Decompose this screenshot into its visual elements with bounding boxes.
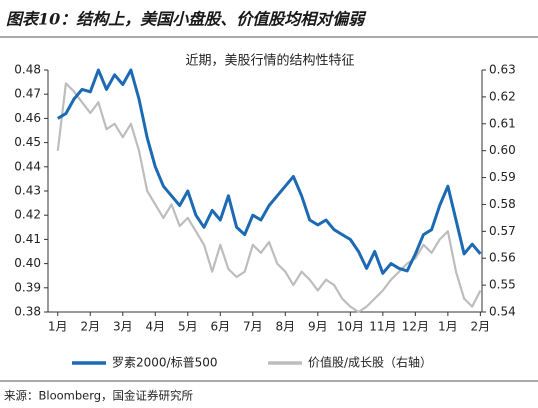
y2-tick-label: 0.63 xyxy=(489,63,516,77)
x-tick-label: 8月 xyxy=(275,320,295,334)
y2-tick-label: 0.62 xyxy=(489,89,516,103)
y2-tick-label: 0.55 xyxy=(489,278,516,292)
series-line xyxy=(56,82,482,314)
y2-tick-label: 0.56 xyxy=(489,251,516,265)
x-tick-label: 10月 xyxy=(337,320,364,334)
y-tick-label: 0.43 xyxy=(14,184,41,198)
y-tick-label: 0.48 xyxy=(14,63,41,77)
chart-title: 图表10：结构上，美国小盘股、价值股均相对偏弱 xyxy=(6,10,367,29)
x-tick-label: 5月 xyxy=(178,320,198,334)
y-tick-label: 0.44 xyxy=(14,159,41,173)
y2-tick-label: 0.59 xyxy=(489,170,516,184)
y2-tick-label: 0.58 xyxy=(489,197,516,211)
legend-label: 罗素2000/标普500 xyxy=(112,356,218,370)
x-tick-label: 6月 xyxy=(210,320,230,334)
y-tick-label: 0.42 xyxy=(14,208,41,222)
chart-subtitle: 近期，美股行情的结构性特征 xyxy=(185,53,354,69)
y-tick-label: 0.46 xyxy=(14,111,41,125)
y-tick-label: 0.47 xyxy=(14,87,41,101)
x-tick-label: 1月 xyxy=(48,320,68,334)
y2-tick-label: 0.57 xyxy=(489,224,516,238)
x-tick-label: 2月 xyxy=(80,320,100,334)
y-tick-label: 0.41 xyxy=(14,232,41,246)
y-tick-label: 0.45 xyxy=(14,135,41,149)
x-tick-label: 7月 xyxy=(243,320,263,334)
series-line xyxy=(57,68,482,275)
x-tick-label: 11月 xyxy=(369,320,396,334)
x-tick-label: 2月 xyxy=(471,320,491,334)
source: 来源：Bloomberg，国金证券研究所 xyxy=(4,389,194,403)
x-tick-label: 1月 xyxy=(438,320,458,334)
x-tick-label: 12月 xyxy=(402,320,429,334)
y2-tick-label: 0.61 xyxy=(489,116,516,130)
y-tick-label: 0.38 xyxy=(14,305,41,319)
y-tick-label: 0.39 xyxy=(14,280,41,294)
x-tick-label: 9月 xyxy=(308,320,328,334)
x-tick-label: 4月 xyxy=(145,320,165,334)
y-tick-label: 0.40 xyxy=(14,256,41,270)
x-tick-label: 3月 xyxy=(113,320,133,334)
y2-tick-label: 0.54 xyxy=(489,305,516,319)
y2-tick-label: 0.60 xyxy=(489,143,516,157)
legend-label: 价值股/成长股（右轴） xyxy=(308,355,432,370)
